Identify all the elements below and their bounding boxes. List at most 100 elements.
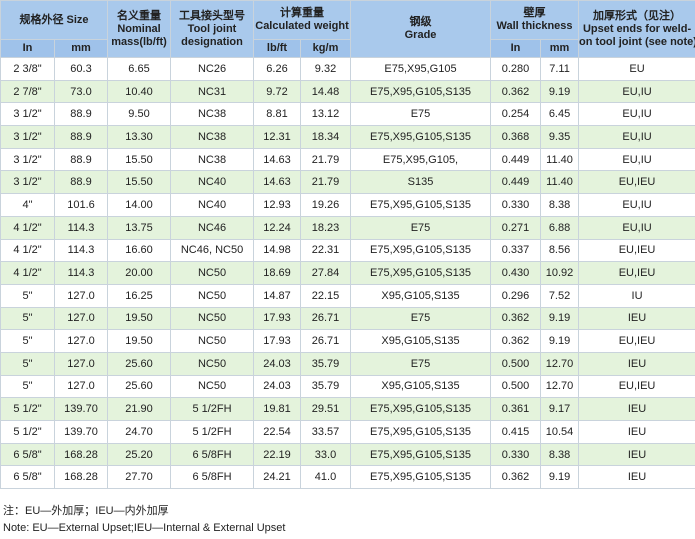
table-cell: 14.63 bbox=[253, 147, 302, 172]
table-cell: 127.0 bbox=[53, 351, 109, 376]
header-cell: 钢级 Grade bbox=[350, 0, 492, 58]
table-cell: S135 bbox=[350, 170, 492, 195]
table-cell: IEU bbox=[578, 442, 695, 467]
table-cell: IEU bbox=[578, 397, 695, 421]
table-cell: 22.54 bbox=[253, 420, 302, 444]
header-cell: 规格外径 Size bbox=[0, 0, 109, 40]
table-cell: NC50 bbox=[170, 374, 255, 399]
notes: 注：EU—外加厚；IEU—内外加厚 Note: EU—External Upse… bbox=[3, 503, 285, 537]
table-cell: EU,IEU bbox=[578, 329, 695, 353]
table-cell: 7.52 bbox=[540, 283, 580, 308]
table-cell: EU,IEU bbox=[578, 238, 695, 263]
subheader-cell: In bbox=[0, 39, 55, 58]
table-cell: 19.81 bbox=[253, 397, 302, 421]
table-row: 3 1/2" 88.9 15.50 NC40 14.63 21.79 S135 0.449 11… bbox=[0, 170, 695, 195]
table-row: 4 1/2" 114.3 13.75 NC46 12.24 18.23 E75 0.271 6.… bbox=[0, 215, 695, 240]
header-line: Calculated weight bbox=[255, 20, 349, 32]
table-cell: EU,IEU bbox=[578, 170, 695, 195]
table-cell: NC38 bbox=[170, 102, 255, 127]
table-cell: 25.60 bbox=[107, 351, 172, 376]
header-line: Wall thickness bbox=[496, 20, 573, 32]
table-cell: 13.30 bbox=[107, 125, 172, 149]
table-cell: 114.3 bbox=[53, 261, 109, 285]
table-cell: 2 7/8" bbox=[0, 79, 55, 104]
table-cell: 25.20 bbox=[107, 442, 172, 467]
table-cell: EU,IU bbox=[578, 215, 695, 240]
header-line: 计算重量 bbox=[280, 7, 325, 19]
header-cell: 名义重量 Nominal mass(lb/ft) bbox=[107, 0, 172, 58]
table-cell: 11.40 bbox=[540, 147, 580, 172]
header-line: on tool joint (see note) bbox=[579, 35, 695, 48]
table-row: 4 1/2" 114.3 20.00 NC50 18.69 27.84 E75,X95,G1… bbox=[0, 261, 695, 285]
table-cell: NC38 bbox=[170, 125, 255, 149]
table-cell: 0.500 bbox=[490, 351, 542, 376]
table-cell: 6.26 bbox=[253, 57, 302, 81]
table-cell: 14.98 bbox=[253, 238, 302, 263]
table-cell: 9.19 bbox=[540, 329, 580, 353]
table-cell: E75,X95,G105,S135 bbox=[350, 397, 492, 421]
table-cell: 9.17 bbox=[540, 397, 580, 421]
table-cell: 15.50 bbox=[107, 170, 172, 195]
table-cell: E75,X95,G105,S135 bbox=[350, 79, 492, 104]
table-cell: 22.31 bbox=[300, 238, 352, 263]
table-cell: 9.19 bbox=[540, 79, 580, 104]
table-row: 4" 101.6 14.00 NC40 12.93 19.26 E75,X95,G105,S… bbox=[0, 193, 695, 217]
table-cell: 11.40 bbox=[540, 170, 580, 195]
spec-table: 规格外径 Size 名义重量 Nominal mass(lb/ft) 工具接头型号 T… bbox=[0, 0, 695, 490]
table-cell: 0.254 bbox=[490, 102, 542, 127]
header-line: 规格外径 Size bbox=[19, 13, 89, 26]
table-cell: NC46 bbox=[170, 215, 255, 240]
table-cell: 5" bbox=[0, 374, 55, 399]
table-cell: 168.28 bbox=[53, 465, 109, 490]
table-row: 5 1/2" 139.70 24.70 5 1/2FH 22.54 33.57 E75,X9… bbox=[0, 420, 695, 444]
table-cell: 5 1/2FH bbox=[170, 397, 255, 421]
table-cell: 101.6 bbox=[53, 193, 109, 217]
table-row: 5 1/2" 139.70 21.90 5 1/2FH 19.81 29.51 E75,X9… bbox=[0, 397, 695, 421]
table-cell: 139.70 bbox=[53, 397, 109, 421]
header-line: Upset ends for weld- bbox=[582, 22, 692, 35]
table-cell: NC40 bbox=[170, 170, 255, 195]
table-cell: EU bbox=[578, 57, 695, 81]
table-cell: 4" bbox=[0, 193, 55, 217]
table-cell: 22.15 bbox=[300, 283, 352, 308]
table-cell: 114.3 bbox=[53, 238, 109, 263]
table-cell: X95,G105,S135 bbox=[350, 329, 492, 353]
table-cell: 4 1/2" bbox=[0, 261, 55, 285]
table-cell: 0.368 bbox=[490, 125, 542, 149]
table-cell: 3 1/2" bbox=[0, 125, 55, 149]
table-cell: 18.69 bbox=[253, 261, 302, 285]
table-cell: 6 5/8" bbox=[0, 465, 55, 490]
table-cell: 6 5/8FH bbox=[170, 465, 255, 490]
header-line: 名义重量 bbox=[117, 9, 162, 22]
table-cell: IEU bbox=[578, 420, 695, 444]
table-cell: E75,X95,G105,S135 bbox=[350, 193, 492, 217]
table-cell: 7.11 bbox=[540, 57, 580, 81]
table-cell: E75 bbox=[350, 306, 492, 331]
table-cell: EU,IU bbox=[578, 125, 695, 149]
table-cell: 0.361 bbox=[490, 397, 542, 421]
table-cell: 0.430 bbox=[490, 261, 542, 285]
table-cell: 17.93 bbox=[253, 329, 302, 353]
table-cell: 14.87 bbox=[253, 283, 302, 308]
table-cell: 88.9 bbox=[53, 147, 109, 172]
table-cell: 17.93 bbox=[253, 306, 302, 331]
table-cell: NC31 bbox=[170, 79, 255, 104]
header-cell: 壁厚 Wall thickness bbox=[490, 0, 580, 40]
table-cell: E75,X95,G105,S135 bbox=[350, 238, 492, 263]
table-cell: 60.3 bbox=[53, 57, 109, 81]
table-cell: 0.330 bbox=[490, 442, 542, 467]
table-cell: 19.50 bbox=[107, 329, 172, 353]
subheader-cell: kg/m bbox=[300, 39, 352, 58]
table-cell: 88.9 bbox=[53, 102, 109, 127]
table-cell: EU,IU bbox=[578, 147, 695, 172]
table-cell: 6.45 bbox=[540, 102, 580, 127]
table-row: 4 1/2" 114.3 16.60 NC46, NC50 14.98 22.31 E75,… bbox=[0, 238, 695, 263]
table-cell: NC50 bbox=[170, 283, 255, 308]
table-cell: 21.79 bbox=[300, 170, 352, 195]
subheader-cell: lb/ft bbox=[253, 39, 302, 58]
table-cell: 16.25 bbox=[107, 283, 172, 308]
table-cell: 9.35 bbox=[540, 125, 580, 149]
table-cell: 4 1/2" bbox=[0, 238, 55, 263]
table-cell: E75 bbox=[350, 215, 492, 240]
table-cell: 41.0 bbox=[300, 465, 352, 490]
